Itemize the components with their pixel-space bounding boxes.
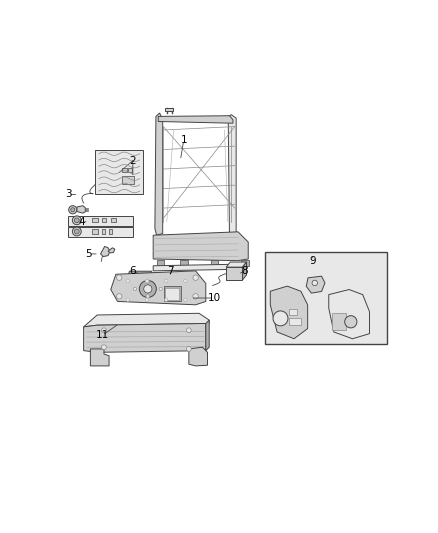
- Text: 8: 8: [241, 266, 248, 276]
- Polygon shape: [329, 289, 370, 339]
- Circle shape: [74, 218, 79, 223]
- Bar: [128, 168, 132, 172]
- Circle shape: [187, 346, 191, 351]
- Bar: [332, 313, 346, 330]
- Circle shape: [133, 287, 137, 290]
- Text: 10: 10: [208, 293, 221, 303]
- Circle shape: [102, 345, 106, 350]
- Text: 9: 9: [309, 256, 316, 265]
- Circle shape: [74, 229, 79, 234]
- Text: 11: 11: [95, 330, 109, 341]
- Circle shape: [187, 328, 191, 333]
- Circle shape: [146, 295, 149, 298]
- Circle shape: [165, 279, 168, 282]
- Polygon shape: [153, 232, 248, 261]
- Polygon shape: [84, 324, 206, 352]
- Polygon shape: [90, 349, 109, 366]
- Bar: [95, 150, 143, 195]
- Circle shape: [126, 279, 130, 282]
- Circle shape: [273, 311, 288, 326]
- Polygon shape: [206, 320, 209, 351]
- Polygon shape: [111, 271, 206, 305]
- Bar: [85, 210, 88, 212]
- Polygon shape: [158, 116, 233, 123]
- Bar: [165, 108, 173, 111]
- Text: 3: 3: [65, 190, 72, 199]
- Circle shape: [102, 328, 106, 333]
- Polygon shape: [77, 206, 85, 213]
- Circle shape: [184, 279, 187, 282]
- Bar: [166, 288, 179, 300]
- Bar: [211, 260, 219, 266]
- Circle shape: [193, 294, 198, 299]
- Bar: [164, 286, 181, 302]
- Polygon shape: [306, 276, 325, 293]
- Text: 1: 1: [180, 135, 187, 145]
- Circle shape: [193, 275, 198, 280]
- Circle shape: [139, 280, 156, 297]
- Polygon shape: [153, 264, 245, 271]
- Bar: [289, 318, 301, 325]
- Polygon shape: [84, 313, 209, 327]
- Circle shape: [72, 216, 81, 225]
- Circle shape: [145, 279, 148, 282]
- Circle shape: [145, 298, 148, 302]
- Bar: [180, 260, 188, 266]
- Polygon shape: [101, 246, 110, 256]
- Circle shape: [71, 208, 75, 212]
- Circle shape: [69, 206, 77, 214]
- Bar: [68, 216, 133, 226]
- Bar: [122, 176, 134, 184]
- Text: 4: 4: [78, 216, 85, 227]
- Circle shape: [117, 275, 122, 280]
- Bar: [102, 218, 106, 222]
- Polygon shape: [228, 115, 236, 235]
- Circle shape: [184, 298, 187, 302]
- Polygon shape: [243, 262, 247, 280]
- Polygon shape: [128, 271, 153, 279]
- Bar: [68, 227, 133, 237]
- Bar: [85, 208, 88, 209]
- Circle shape: [159, 287, 162, 290]
- Bar: [109, 229, 113, 233]
- Circle shape: [345, 316, 357, 328]
- Circle shape: [72, 227, 81, 236]
- Bar: [111, 218, 116, 222]
- Bar: [156, 260, 164, 266]
- Polygon shape: [189, 347, 208, 366]
- Text: 7: 7: [167, 266, 173, 276]
- Polygon shape: [226, 262, 247, 267]
- Circle shape: [144, 285, 152, 293]
- Circle shape: [146, 280, 149, 283]
- Bar: [102, 229, 105, 233]
- Bar: [92, 218, 98, 222]
- Text: 2: 2: [130, 156, 136, 166]
- Text: 6: 6: [130, 266, 136, 276]
- Bar: [92, 229, 98, 233]
- Circle shape: [165, 298, 168, 302]
- Polygon shape: [270, 286, 307, 339]
- Polygon shape: [108, 248, 115, 253]
- Bar: [241, 260, 249, 266]
- Bar: [265, 252, 387, 344]
- Bar: [122, 168, 127, 172]
- Text: 5: 5: [85, 249, 92, 259]
- Polygon shape: [155, 113, 162, 235]
- Polygon shape: [150, 273, 189, 280]
- Polygon shape: [226, 267, 243, 280]
- Circle shape: [117, 294, 122, 299]
- Circle shape: [126, 298, 130, 302]
- Circle shape: [312, 280, 318, 286]
- Bar: [289, 309, 297, 315]
